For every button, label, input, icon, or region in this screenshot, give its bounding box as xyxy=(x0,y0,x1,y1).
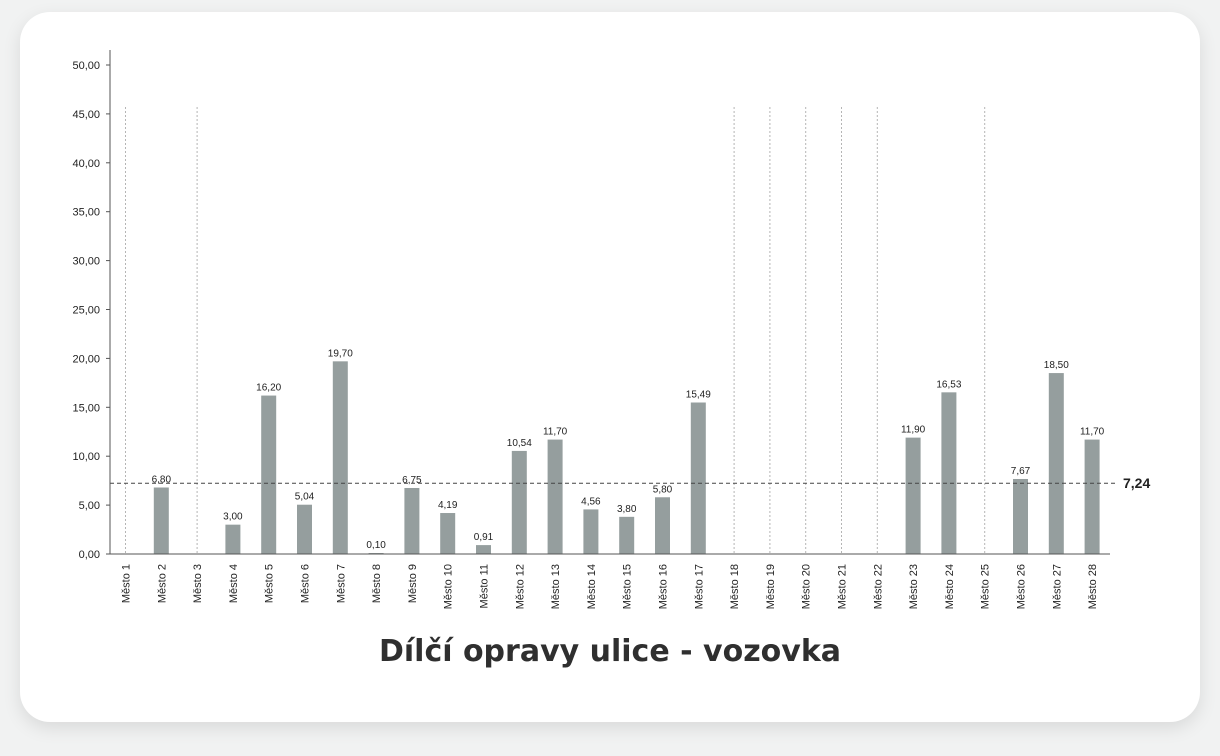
bar-value-label: 3,80 xyxy=(617,504,637,515)
x-tick-label: Město 5 xyxy=(264,564,276,603)
x-tick-label: Město 8 xyxy=(371,564,383,603)
bar xyxy=(476,545,491,554)
bar xyxy=(583,509,599,554)
x-tick-label: Město 16 xyxy=(658,564,670,609)
x-tick-label: Město 9 xyxy=(407,564,419,603)
bar xyxy=(332,361,348,554)
bar xyxy=(404,487,420,554)
x-tick-label: Město 19 xyxy=(765,564,777,609)
bar xyxy=(261,395,277,554)
bar xyxy=(619,516,635,554)
x-tick-label: Město 2 xyxy=(156,564,168,603)
bar-value-label: 11,90 xyxy=(901,425,926,436)
bar-value-label: 0,91 xyxy=(474,532,494,543)
x-tick-label: Město 15 xyxy=(622,564,634,609)
y-tick-label: 5,00 xyxy=(79,500,100,512)
bar xyxy=(440,513,456,554)
y-tick-label: 20,00 xyxy=(72,353,100,365)
x-tick-label: Město 13 xyxy=(550,564,562,609)
bar-value-label: 6,75 xyxy=(402,475,422,486)
x-tick-label: Město 3 xyxy=(192,564,204,603)
bar xyxy=(153,487,169,554)
bar xyxy=(905,437,921,554)
y-tick-label: 50,00 xyxy=(72,60,100,72)
bar-value-label: 0,10 xyxy=(366,540,386,551)
x-tick-label: Město 6 xyxy=(300,564,312,603)
x-tick-label: Město 21 xyxy=(837,564,849,609)
x-tick-label: Město 26 xyxy=(1016,564,1028,609)
bar xyxy=(941,392,957,554)
y-tick-label: 0,00 xyxy=(79,549,100,561)
x-tick-label: Město 11 xyxy=(479,564,491,608)
x-tick-label: Město 22 xyxy=(872,564,884,609)
bar xyxy=(547,439,563,554)
bar-value-label: 6,80 xyxy=(152,474,172,485)
x-tick-label: Město 17 xyxy=(693,564,705,609)
bar xyxy=(690,402,706,554)
y-tick-label: 40,00 xyxy=(72,158,100,170)
bar xyxy=(1013,478,1028,554)
bar-value-label: 5,04 xyxy=(295,492,315,503)
bar-value-label: 4,19 xyxy=(438,500,458,511)
average-line-label: 7,24 xyxy=(1123,475,1150,491)
x-tick-label: Město 18 xyxy=(729,564,741,609)
bar-value-label: 7,67 xyxy=(1011,466,1031,477)
x-tick-label: Město 20 xyxy=(801,564,813,609)
bar-value-label: 11,70 xyxy=(1080,427,1105,438)
bar-value-label: 18,50 xyxy=(1044,360,1069,371)
bar-value-label: 11,70 xyxy=(543,427,568,438)
x-tick-label: Město 10 xyxy=(443,564,455,609)
bar-value-label: 16,20 xyxy=(256,383,281,394)
chart-title: Dílčí opravy ulice - vozovka xyxy=(378,634,842,669)
x-tick-label: Město 12 xyxy=(514,564,526,609)
y-tick-label: 45,00 xyxy=(72,109,100,121)
bar-value-label: 19,70 xyxy=(328,348,353,359)
bar xyxy=(1048,373,1064,554)
bar-value-label: 3,00 xyxy=(223,512,243,523)
x-tick-label: Město 27 xyxy=(1051,564,1063,609)
bar xyxy=(511,450,527,554)
x-tick-label: Město 25 xyxy=(980,564,992,609)
bar xyxy=(1084,439,1100,554)
x-tick-label: Město 28 xyxy=(1087,564,1099,609)
bar-value-label: 5,80 xyxy=(653,484,673,495)
y-tick-label: 15,00 xyxy=(72,402,100,414)
bar-value-label: 10,54 xyxy=(507,438,532,449)
y-tick-label: 25,00 xyxy=(72,305,100,317)
x-tick-label: Město 14 xyxy=(586,564,598,609)
bar xyxy=(297,504,312,554)
x-tick-label: Město 7 xyxy=(335,564,347,603)
bar xyxy=(655,497,670,554)
y-tick-label: 30,00 xyxy=(72,256,100,268)
bar-value-label: 4,56 xyxy=(581,496,601,507)
x-tick-label: Město 24 xyxy=(944,564,956,609)
bar-value-label: 16,53 xyxy=(936,379,961,390)
x-tick-label: Město 1 xyxy=(121,564,133,603)
chart-card xyxy=(20,12,1200,722)
y-tick-label: 10,00 xyxy=(72,451,100,463)
x-tick-label: Město 4 xyxy=(228,564,240,603)
x-tick-label: Město 23 xyxy=(908,564,920,609)
bar xyxy=(225,524,241,554)
bar-value-label: 15,49 xyxy=(686,390,711,401)
y-tick-label: 35,00 xyxy=(72,207,100,219)
